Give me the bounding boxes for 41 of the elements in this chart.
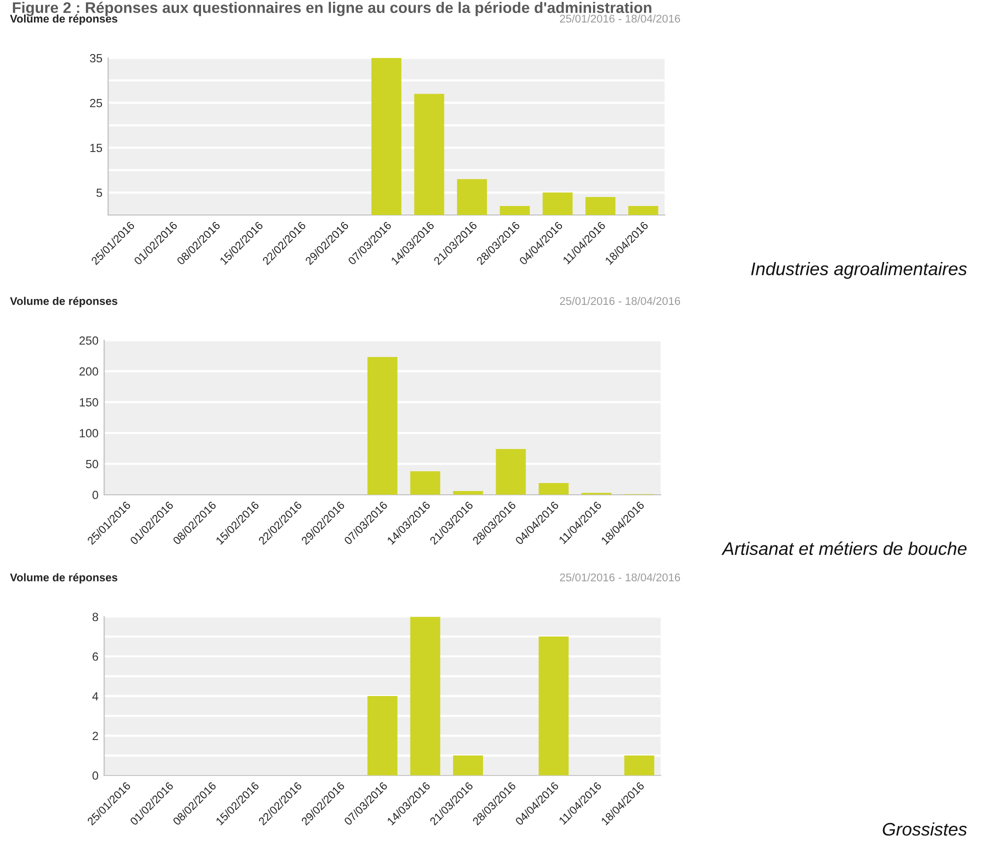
bar <box>453 756 484 776</box>
bar <box>367 696 398 776</box>
y-tick-label: 100 <box>80 429 98 438</box>
bar <box>414 94 444 215</box>
y-tick-label: 2 <box>92 732 98 740</box>
y-tick-label: 4 <box>92 692 98 700</box>
bar <box>457 179 487 215</box>
bar <box>367 357 398 495</box>
y-axis-title: Volume de réponses <box>10 14 118 25</box>
y-axis-title: Volume de réponses <box>10 296 118 308</box>
text: Artisanat et métiers de bouche <box>721 542 967 556</box>
chart-subtitle: 25/01/2016 - 18/04/2016 <box>560 14 680 23</box>
bar <box>500 206 530 215</box>
text: Industries agroalimentaires <box>751 262 967 279</box>
y-tick-label: 200 <box>80 367 98 376</box>
bar <box>410 616 440 776</box>
y-tick-label: 8 <box>92 612 98 622</box>
bar <box>542 192 573 215</box>
bar <box>496 449 526 495</box>
bar <box>585 197 616 215</box>
y-tick-label: 25 <box>90 98 102 108</box>
text: Grossistes <box>882 822 967 836</box>
y-tick-label: 6 <box>92 652 98 661</box>
y-tick-label: 0 <box>92 771 98 780</box>
bar <box>410 471 440 495</box>
y-tick-label: 5 <box>96 188 102 197</box>
bar <box>538 483 569 495</box>
bar <box>624 756 654 776</box>
y-tick-label: 15 <box>90 144 102 152</box>
y-axis-title: Volume de réponses <box>10 573 118 584</box>
bar <box>453 491 484 495</box>
bar <box>628 206 658 215</box>
y-tick-label: 50 <box>86 460 98 468</box>
chart-subtitle: 25/01/2016 - 18/04/2016 <box>560 573 680 582</box>
y-tick-label: 35 <box>90 54 102 62</box>
bar <box>538 636 569 776</box>
chart-subtitle: 25/01/2016 - 18/04/2016 <box>560 296 680 305</box>
y-tick-label: 0 <box>92 490 98 500</box>
y-tick-label: 250 <box>80 336 98 345</box>
y-tick-label: 150 <box>80 398 98 406</box>
bar <box>371 58 402 215</box>
